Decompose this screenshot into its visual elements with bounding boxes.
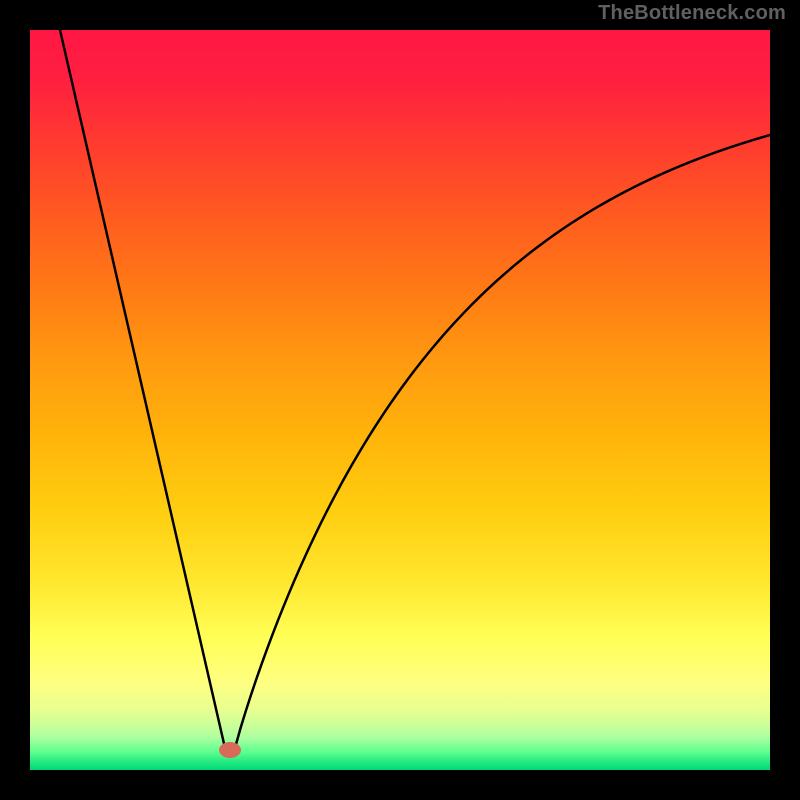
chart-svg [30, 30, 770, 770]
watermark-text: TheBottleneck.com [598, 2, 786, 25]
chart-background [30, 30, 770, 770]
bottleneck-chart [30, 30, 770, 770]
optimal-point-marker [219, 742, 241, 758]
